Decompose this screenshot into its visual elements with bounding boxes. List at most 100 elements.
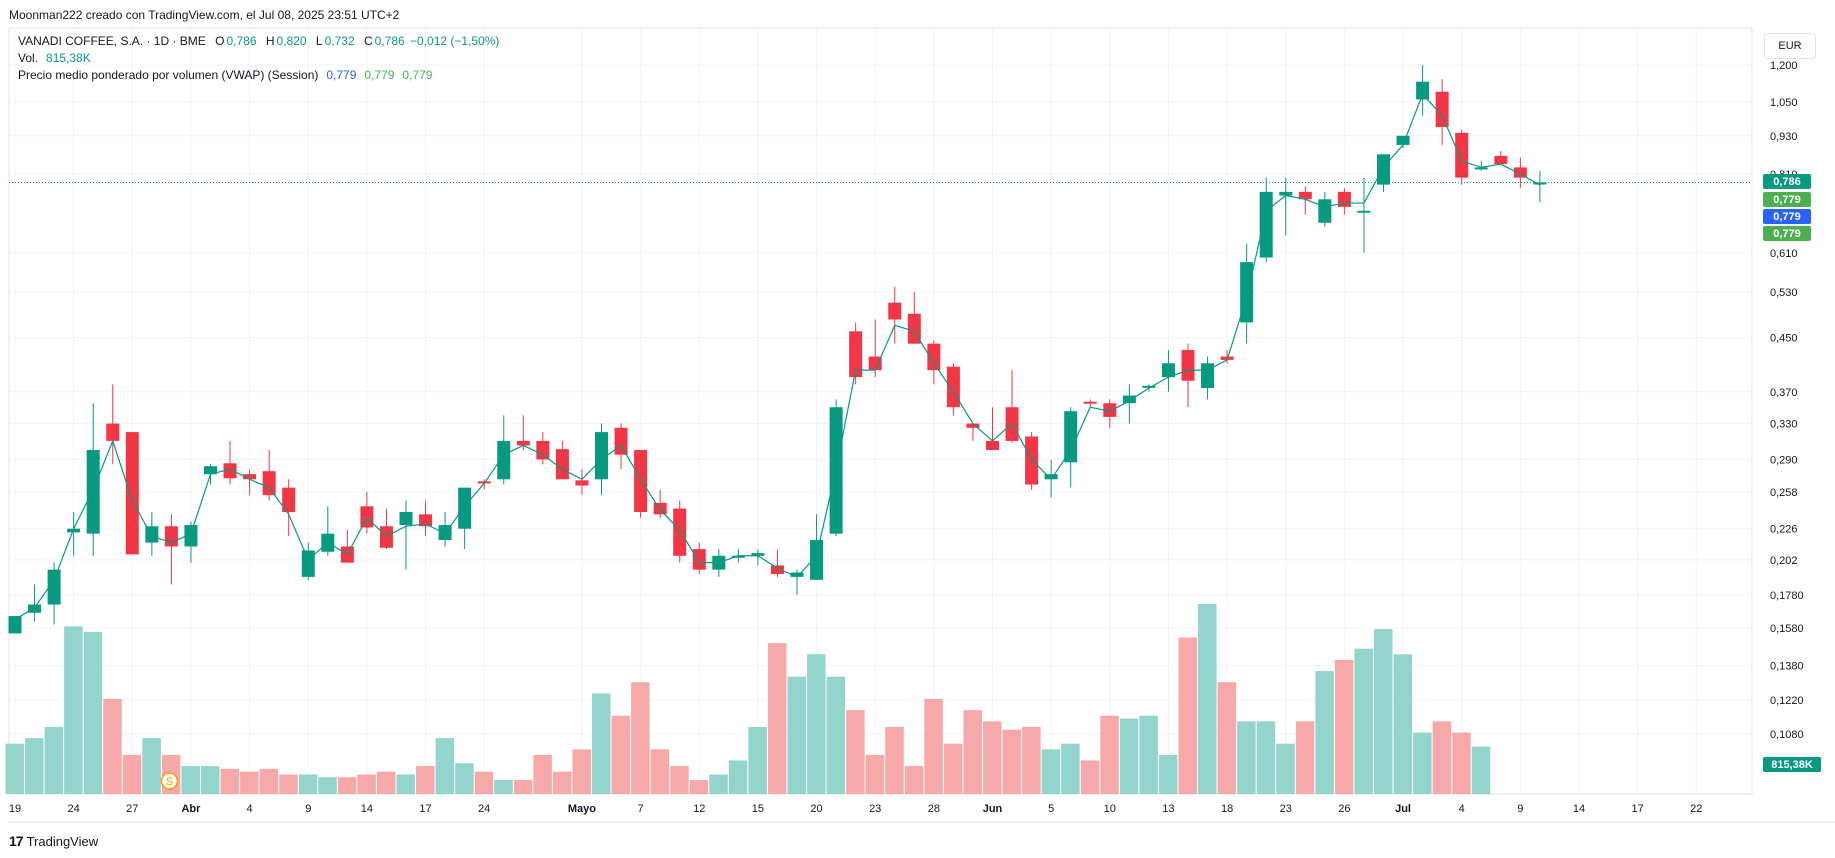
price-tags: 0,786 0,779 0,779 0,779 815,38K <box>1763 174 1821 772</box>
x-tick-label: 12 <box>693 803 705 815</box>
x-tick-label: 26 <box>1338 803 1350 815</box>
x-tick-label: 17 <box>419 803 431 815</box>
volume-bar <box>298 774 318 794</box>
volume-bar <box>435 738 455 794</box>
price-axis[interactable]: 1,2001,0500,9300,8100,6100,5300,4500,370… <box>1770 60 1804 741</box>
volume-bar <box>1256 721 1276 794</box>
candle-body <box>282 487 296 512</box>
candle-body <box>1298 191 1312 200</box>
volume-bar <box>728 760 748 794</box>
candle-body <box>1416 81 1430 100</box>
volume-bar <box>318 777 337 794</box>
candle-body <box>223 463 237 479</box>
brand-name: TradingView <box>26 833 99 849</box>
currency-button[interactable]: EUR <box>1764 33 1816 59</box>
chart-credit: Moonman222 creado con TradingView.com, e… <box>9 8 400 22</box>
candle-body <box>770 565 784 574</box>
y-tick-label: 0,290 <box>1770 454 1798 466</box>
candle-body <box>1181 350 1195 381</box>
y-tick-label: 1,200 <box>1770 60 1798 72</box>
volume-bar <box>611 715 631 794</box>
candle-body <box>1025 436 1039 485</box>
volume-bar <box>201 766 220 794</box>
event-marker-label: S <box>166 776 173 788</box>
volume-bars <box>5 604 1491 794</box>
y-tick-label: 0,1220 <box>1770 695 1804 707</box>
y-tick-label: 0,450 <box>1770 332 1798 344</box>
tradingview-brand[interactable]: 17 TradingView <box>9 833 98 849</box>
y-tick-label: 0,330 <box>1770 419 1798 431</box>
vwap-value-3: 0,779 <box>402 68 433 82</box>
vwap-legend[interactable]: Precio medio ponderado por volumen (VWAP… <box>18 68 434 82</box>
volume-bar <box>5 743 24 794</box>
x-tick-label: 5 <box>1048 803 1054 815</box>
candle-body <box>28 604 42 613</box>
candle-body <box>1279 191 1293 196</box>
volume-label: Vol. <box>18 51 39 65</box>
candle-body <box>849 331 863 378</box>
x-tick-label: Mayo <box>568 803 596 815</box>
candle-body <box>379 526 393 548</box>
candle-body <box>1259 191 1273 258</box>
price-tag-label: 0,779 <box>1773 194 1801 206</box>
volume-bar <box>494 780 513 794</box>
candle-body <box>184 525 198 547</box>
x-tick-label: Jul <box>1395 803 1411 815</box>
volume-bar <box>1295 721 1315 794</box>
volume-bar <box>64 626 83 794</box>
volume-bar <box>1158 754 1178 794</box>
event-marker-icon <box>160 772 179 790</box>
candle-body <box>1435 91 1449 127</box>
x-tick-label: 14 <box>1573 803 1585 815</box>
volume-bar <box>904 766 924 794</box>
y-tick-label: 0,226 <box>1770 524 1798 536</box>
low-value: 0,732 <box>324 34 355 48</box>
candle-body <box>1455 132 1469 178</box>
x-tick-label: 9 <box>1517 803 1523 815</box>
volume-bar <box>865 754 885 794</box>
candle-body <box>1318 199 1332 223</box>
volume-bar <box>787 676 806 794</box>
candle-body <box>1103 403 1117 417</box>
candle-body <box>555 449 569 480</box>
x-tick-label: 18 <box>1221 803 1233 815</box>
volume-tag <box>1763 757 1821 772</box>
candle-body <box>86 450 100 534</box>
x-tick-label: 14 <box>361 803 373 815</box>
candle-body <box>1474 167 1488 170</box>
volume-bar <box>259 768 279 794</box>
y-tick-label: 0,258 <box>1770 487 1798 499</box>
y-tick-label: 0,930 <box>1770 131 1798 143</box>
volume-bar <box>1217 682 1237 794</box>
x-tick-label: 10 <box>1104 803 1116 815</box>
open-label: O <box>215 34 225 48</box>
volume-bar <box>220 768 240 794</box>
volume-bar <box>83 631 103 794</box>
volume-legend[interactable]: Vol. 815,38K <box>18 51 93 65</box>
y-tick-label: 0,530 <box>1770 287 1798 299</box>
y-tick-label: 1,050 <box>1770 97 1798 109</box>
candle-body <box>1396 135 1410 145</box>
time-axis[interactable]: 19 24 27 Abr 4 9 14 17 24 Mayo 7 12 15 20 23 28 Jun 5 10 13… <box>9 803 1703 815</box>
volume-bar <box>513 780 533 794</box>
y-tick-label: 0,202 <box>1770 555 1798 567</box>
volume-bar <box>1354 648 1373 794</box>
chart-grid <box>8 27 1835 823</box>
price-tag <box>1763 226 1811 241</box>
x-tick-label: 19 <box>9 803 21 815</box>
change-value: −0,012 (−1,50%) <box>410 34 500 48</box>
vwap-label: Precio medio ponderado por volumen (VWAP… <box>18 68 319 82</box>
volume-bar <box>455 763 474 794</box>
candle-body <box>106 423 120 441</box>
y-tick-label: 0,610 <box>1770 248 1798 260</box>
x-tick-label: Abr <box>181 803 201 815</box>
volume-bar <box>631 682 650 794</box>
x-tick-label: 22 <box>1690 803 1702 815</box>
vwap-polyline <box>14 93 1541 620</box>
candle-body <box>751 553 765 556</box>
candle-body <box>360 506 374 528</box>
price-tag-label: 0,779 <box>1773 211 1801 223</box>
volume-bar <box>1374 629 1393 794</box>
